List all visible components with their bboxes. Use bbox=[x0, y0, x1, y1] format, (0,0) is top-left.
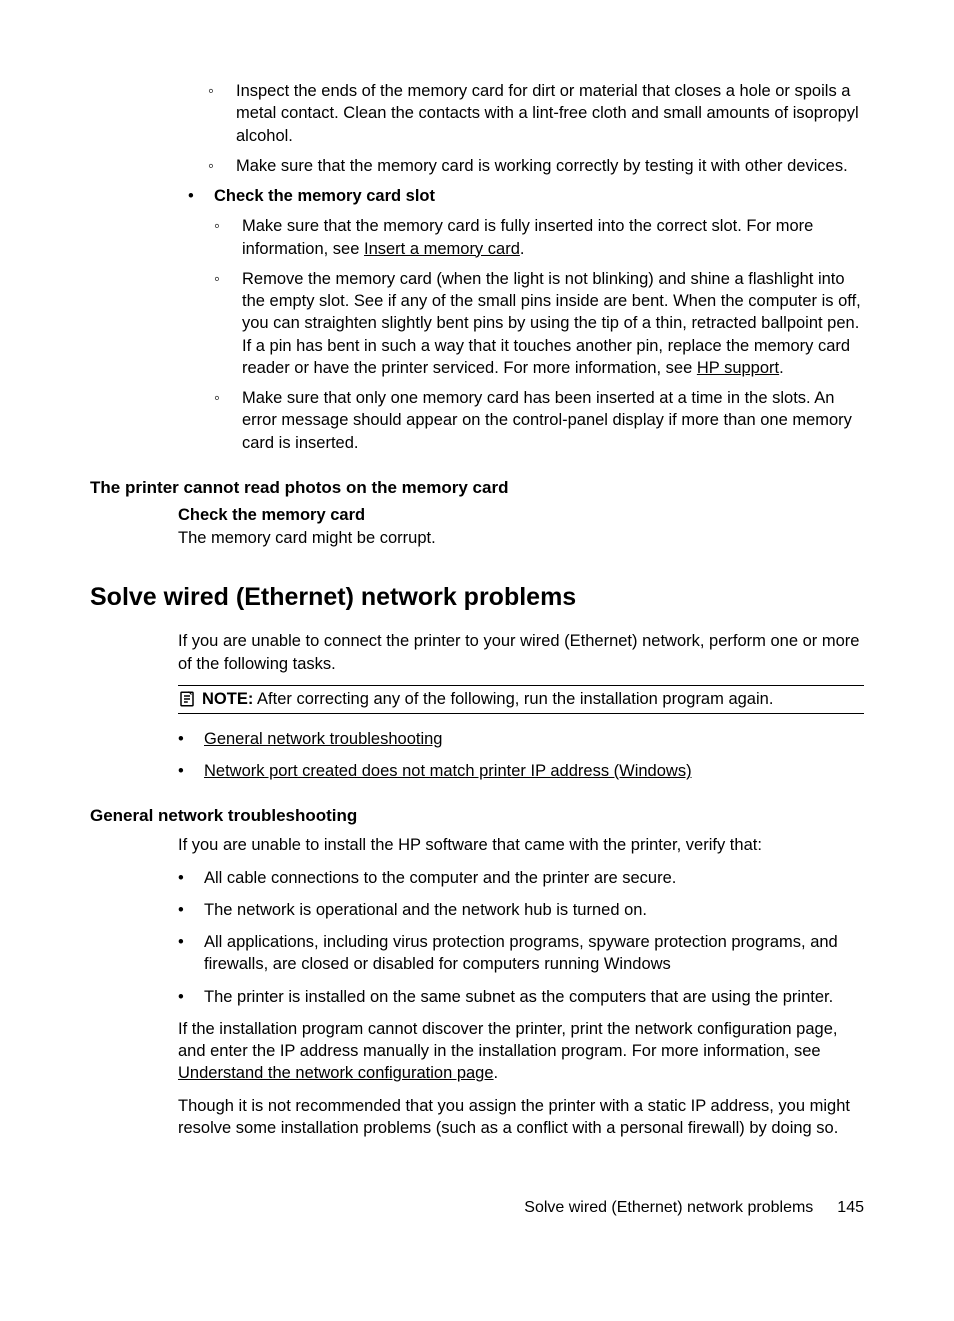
footer-section-title: Solve wired (Ethernet) network problems bbox=[524, 1199, 813, 1217]
subheading-cannot-read-photos: The printer cannot read photos on the me… bbox=[90, 478, 864, 498]
check-memory-card-label: Check the memory card bbox=[178, 506, 864, 525]
list-item: All cable connections to the computer an… bbox=[178, 867, 864, 889]
list-item: Make sure that the memory card is fully … bbox=[214, 215, 864, 260]
list-item: Check the memory card slot Make sure tha… bbox=[188, 185, 864, 454]
note-box: NOTE: After correcting any of the follow… bbox=[178, 685, 864, 714]
check-slot-label: Check the memory card slot bbox=[214, 187, 435, 205]
note-text: After correcting any of the following, r… bbox=[257, 690, 773, 708]
footer-page-number: 145 bbox=[837, 1199, 864, 1217]
list-item: General network troubleshooting bbox=[178, 728, 864, 750]
list-item: The printer is installed on the same sub… bbox=[178, 986, 864, 1008]
list-item: Network port created does not match prin… bbox=[178, 760, 864, 782]
toc-link-list: General network troubleshooting Network … bbox=[178, 728, 864, 783]
main-bullet-list: Check the memory card slot Make sure tha… bbox=[178, 185, 864, 454]
gnt-para-static-ip: Though it is not recommended that you as… bbox=[178, 1095, 864, 1140]
text-post: . bbox=[520, 240, 525, 258]
list-item: Make sure that only one memory card has … bbox=[214, 387, 864, 454]
note-label: NOTE: bbox=[202, 690, 253, 708]
link-network-port-ip-address[interactable]: Network port created does not match prin… bbox=[204, 762, 692, 780]
list-item: Inspect the ends of the memory card for … bbox=[208, 80, 864, 147]
list-item: All applications, including virus protec… bbox=[178, 931, 864, 976]
list-item-text: Inspect the ends of the memory card for … bbox=[236, 82, 859, 145]
intro-paragraph: If you are unable to connect the printer… bbox=[178, 630, 864, 675]
text-pre: If the installation program cannot disco… bbox=[178, 1020, 837, 1060]
list-item: Remove the memory card (when the light i… bbox=[214, 268, 864, 379]
text-post: . bbox=[779, 359, 784, 377]
list-item: The network is operational and the netwo… bbox=[178, 899, 864, 921]
list-item-text: All cable connections to the computer an… bbox=[204, 869, 676, 887]
text-pre: Make sure that only one memory card has … bbox=[242, 389, 852, 452]
gnt-bullet-list: All cable connections to the computer an… bbox=[178, 867, 864, 1008]
link-general-network-troubleshooting[interactable]: General network troubleshooting bbox=[204, 730, 442, 748]
heading-solve-wired-ethernet: Solve wired (Ethernet) network problems bbox=[90, 583, 864, 612]
link-network-config-page[interactable]: Understand the network configuration pag… bbox=[178, 1064, 494, 1082]
slot-sub-list: Make sure that the memory card is fully … bbox=[214, 215, 864, 454]
list-item-text: The printer is installed on the same sub… bbox=[204, 988, 833, 1006]
top-sub-bullet-list: Inspect the ends of the memory card for … bbox=[178, 80, 864, 177]
list-item: Make sure that the memory card is workin… bbox=[208, 155, 864, 177]
check-memory-card-text: The memory card might be corrupt. bbox=[178, 527, 864, 549]
subheading-general-network-troubleshooting: General network troubleshooting bbox=[90, 806, 864, 826]
text-pre: Make sure that the memory card is fully … bbox=[242, 217, 813, 257]
page-footer: Solve wired (Ethernet) network problems … bbox=[90, 1199, 864, 1217]
list-item-text: Make sure that the memory card is workin… bbox=[236, 157, 848, 175]
list-item-text: All applications, including virus protec… bbox=[204, 933, 838, 973]
list-item-text: The network is operational and the netwo… bbox=[204, 901, 647, 919]
text-post: . bbox=[494, 1064, 499, 1082]
link-hp-support[interactable]: HP support bbox=[697, 359, 779, 377]
gnt-para-config-page: If the installation program cannot disco… bbox=[178, 1018, 864, 1085]
link-insert-memory-card[interactable]: Insert a memory card bbox=[364, 240, 520, 258]
gnt-intro-paragraph: If you are unable to install the HP soft… bbox=[178, 834, 864, 856]
note-icon bbox=[178, 690, 196, 708]
